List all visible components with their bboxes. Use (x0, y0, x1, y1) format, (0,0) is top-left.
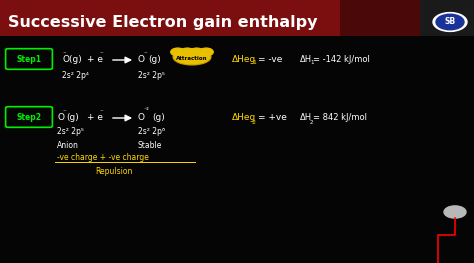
Text: ⁻²: ⁻² (144, 108, 150, 113)
Bar (0, 0, 474, 36)
Circle shape (190, 48, 204, 56)
Text: 2s² 2p⁶: 2s² 2p⁶ (138, 128, 165, 136)
Circle shape (199, 48, 213, 56)
Text: Attraction: Attraction (176, 57, 208, 62)
Text: -ve charge + -ve charge: -ve charge + -ve charge (57, 154, 149, 163)
Text: ⁻: ⁻ (63, 109, 67, 115)
Circle shape (444, 206, 466, 218)
Text: (g): (g) (66, 114, 79, 123)
Text: 2s² 2p⁵: 2s² 2p⁵ (138, 70, 165, 79)
Text: + e: + e (87, 114, 103, 123)
Text: O: O (138, 55, 145, 64)
Text: + e: + e (87, 55, 103, 64)
Circle shape (180, 48, 194, 56)
Text: ⁻: ⁻ (144, 51, 148, 57)
Text: ΔHeg: ΔHeg (232, 114, 256, 123)
Text: O: O (138, 114, 145, 123)
Text: Anion: Anion (57, 140, 79, 149)
Text: ⁻: ⁻ (100, 109, 104, 115)
Text: ΔH: ΔH (300, 114, 312, 123)
Text: ⁻: ⁻ (63, 51, 67, 57)
Text: = 842 kJ/mol: = 842 kJ/mol (313, 114, 367, 123)
Text: ΔH: ΔH (300, 55, 312, 64)
Text: ⁻: ⁻ (100, 51, 104, 57)
Text: 1: 1 (252, 60, 256, 65)
Bar (0, 0, 390, 36)
Text: 1: 1 (310, 60, 313, 65)
Circle shape (436, 14, 464, 30)
Ellipse shape (173, 49, 211, 65)
Text: O: O (57, 114, 64, 123)
Text: 2: 2 (310, 120, 313, 125)
Text: 2: 2 (252, 120, 256, 125)
Text: = +ve: = +ve (258, 114, 287, 123)
Text: 2s² 2p⁵: 2s² 2p⁵ (57, 128, 84, 136)
Text: Stable: Stable (138, 140, 163, 149)
Text: ΔHeg: ΔHeg (232, 55, 256, 64)
Text: = -142 kJ/mol: = -142 kJ/mol (313, 55, 370, 64)
Text: (g): (g) (148, 55, 161, 64)
Text: Repulsion: Repulsion (95, 168, 132, 176)
Circle shape (433, 13, 467, 32)
Text: Successive Electron gain enthalpy: Successive Electron gain enthalpy (8, 14, 318, 29)
Text: Step1: Step1 (17, 54, 42, 63)
Text: = -ve: = -ve (258, 55, 283, 64)
Circle shape (171, 48, 185, 56)
Text: SB: SB (445, 18, 456, 27)
Bar (340, 0, 420, 36)
Text: (g): (g) (152, 114, 165, 123)
Text: O(g): O(g) (62, 55, 82, 64)
Text: Step2: Step2 (17, 113, 42, 122)
Text: 2s² 2p⁴: 2s² 2p⁴ (62, 70, 89, 79)
